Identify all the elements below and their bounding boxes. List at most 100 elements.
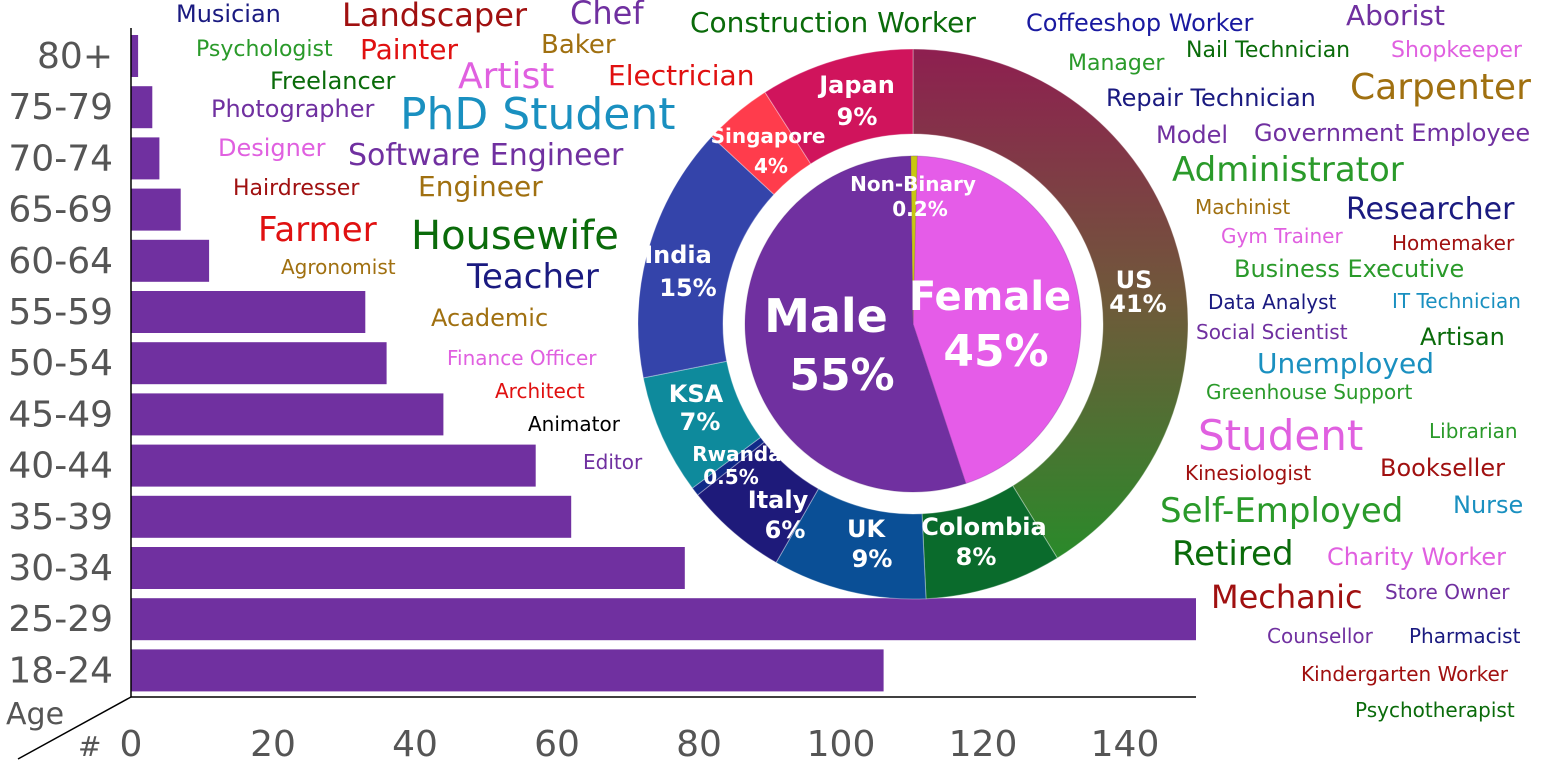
gender-slice-non-binary xyxy=(910,155,918,325)
country-slice-colombia xyxy=(921,485,1059,600)
occupation-word: Social Scientist xyxy=(1196,320,1348,344)
occupation-word: Retired xyxy=(1172,534,1294,574)
country-slice-singapore xyxy=(711,91,812,196)
country-label: Italy xyxy=(748,486,809,514)
country-label: US xyxy=(1116,266,1153,294)
occupation-word: Electrician xyxy=(608,59,754,92)
occupation-word: Landscaper xyxy=(342,0,528,34)
occupation-word: Teacher xyxy=(466,257,599,297)
occupation-word: Shopkeeper xyxy=(1391,38,1523,63)
occupation-word: Freelancer xyxy=(270,67,395,95)
occupation-word: Manager xyxy=(1068,51,1165,76)
gender-value-label: 45% xyxy=(943,326,1048,377)
country-value-label: 41% xyxy=(1109,290,1166,318)
occupation-word: Kinesiologist xyxy=(1185,461,1311,485)
country-label: Japan xyxy=(817,71,895,99)
occupation-word: Mechanic xyxy=(1211,578,1363,616)
occupation-word: Carpenter xyxy=(1350,67,1531,108)
occupation-word: Researcher xyxy=(1346,192,1515,227)
occupation-word: Bookseller xyxy=(1380,454,1505,482)
age-tick-label: 70-74 xyxy=(8,138,113,179)
bar-65-69 xyxy=(131,188,181,231)
country-label: Rwanda xyxy=(692,442,781,466)
occupation-word: Model xyxy=(1156,121,1228,149)
country-slice-india xyxy=(637,135,775,379)
country-value-label: 9% xyxy=(837,103,878,131)
age-tick-label: 35-39 xyxy=(8,497,113,538)
gender-label: Male xyxy=(764,289,888,343)
age-tick-label: 25-29 xyxy=(8,599,113,640)
occupation-word: Aborist xyxy=(1346,0,1445,32)
bar-30-34 xyxy=(131,547,685,589)
occupation-word: Self-Employed xyxy=(1160,491,1403,531)
occupation-word: Musician xyxy=(176,0,281,28)
occupation-word: Hairdresser xyxy=(233,176,360,201)
country-value-label: 7% xyxy=(680,408,721,436)
occupation-word: Repair Technician xyxy=(1106,84,1316,112)
occupation-word: Farmer xyxy=(258,210,377,250)
occupation-word: PhD Student xyxy=(400,89,676,140)
occupation-word: Charity Worker xyxy=(1327,543,1506,571)
bar-60-64 xyxy=(131,239,210,282)
occupation-word: Psychologist xyxy=(196,37,333,62)
country-value-label: 0.5% xyxy=(703,465,758,489)
occupation-word: Nurse xyxy=(1453,491,1523,519)
count-tick-label: 80 xyxy=(676,724,722,764)
occupation-word: Gym Trainer xyxy=(1221,224,1343,248)
country-value-label: 6% xyxy=(765,516,806,544)
bar-75-79 xyxy=(131,86,153,129)
count-tick-label: 140 xyxy=(1091,724,1160,764)
country-slice-us xyxy=(912,48,1189,559)
count-tick-label: 60 xyxy=(534,724,580,764)
age-bar-chart: 80+ 75-79 70-74 65-69 60-64 55-59 50-54 45-49 40… xyxy=(6,28,1196,764)
occupation-word: Designer xyxy=(218,134,326,162)
occupation-word: Artist xyxy=(458,56,554,97)
occupation-word: Editor xyxy=(583,450,643,474)
occupation-word: Pharmacist xyxy=(1409,624,1521,648)
occupation-word: Psychotherapist xyxy=(1355,698,1515,722)
bar-80 xyxy=(131,35,139,77)
bar-40-44 xyxy=(131,444,536,487)
age-tick-label: 60-64 xyxy=(8,241,113,282)
gender-slice-male xyxy=(744,155,967,493)
count-tick-label: 20 xyxy=(250,724,296,764)
age-tick-label: 75-79 xyxy=(8,87,113,128)
count-tick-label: 120 xyxy=(949,724,1018,764)
country-label: UK xyxy=(847,515,886,543)
occupation-word: Coffeeshop Worker xyxy=(1026,9,1253,37)
y-axis-title: Age xyxy=(6,697,64,732)
occupation-word: Unemployed xyxy=(1257,347,1434,380)
bar-50-54 xyxy=(131,342,387,385)
bar-55-59 xyxy=(131,291,366,333)
occupation-word: Software Engineer xyxy=(348,138,624,173)
occupation-word: Chef xyxy=(570,0,644,32)
bar-45-49 xyxy=(131,393,444,436)
country-value-label: 15% xyxy=(659,274,716,302)
occupation-word: Nail Technician xyxy=(1186,38,1350,63)
bar-25-29 xyxy=(131,598,1196,641)
occupation-word: Animator xyxy=(528,412,621,436)
occupation-word: Business Executive xyxy=(1234,255,1464,283)
country-value-label: 9% xyxy=(852,545,893,573)
occupation-word: Store Owner xyxy=(1385,580,1510,604)
occupation-word: Engineer xyxy=(418,170,543,203)
gender-value-label: 0.2% xyxy=(892,197,947,221)
occupation-word: Painter xyxy=(360,33,459,66)
occupation-word: Construction Worker xyxy=(690,6,976,39)
country-slice-uk xyxy=(775,488,927,600)
occupation-word: Architect xyxy=(495,379,585,403)
age-tick-label: 30-34 xyxy=(8,548,113,589)
age-tick-label: 65-69 xyxy=(8,190,113,231)
country-label: Singapore xyxy=(711,124,826,148)
occupation-word: Finance Officer xyxy=(447,346,597,370)
age-tick-label: 50-54 xyxy=(8,343,113,384)
demographics-donut-chart: US41%Colombia8%UK9%Italy6%Rwanda0.5%KSA7… xyxy=(637,48,1189,600)
gender-slice-female xyxy=(912,155,1082,485)
gender-value-label: 55% xyxy=(789,350,894,401)
occupation-word-cloud: Musician Landscaper Chef Construction Worke… xyxy=(176,0,1531,722)
occupation-word: Kindergarten Worker xyxy=(1301,662,1509,686)
count-tick-label: 0 xyxy=(120,724,143,764)
bar-35-39 xyxy=(131,495,572,538)
country-value-label: 8% xyxy=(956,543,997,571)
